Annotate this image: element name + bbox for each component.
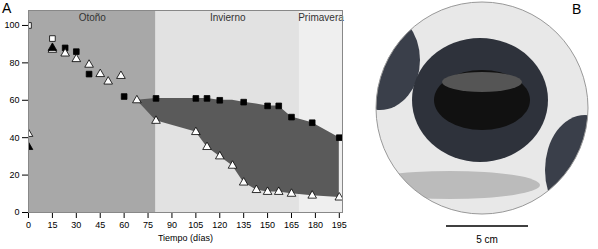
svg-text:40: 40 xyxy=(9,133,19,143)
svg-text:120: 120 xyxy=(212,220,227,230)
svg-text:45: 45 xyxy=(95,220,105,230)
svg-text:Otoño: Otoño xyxy=(79,12,107,23)
svg-text:60: 60 xyxy=(9,95,19,105)
svg-text:75: 75 xyxy=(143,220,153,230)
svg-text:150: 150 xyxy=(260,220,275,230)
svg-text:Primavera: Primavera xyxy=(298,12,344,23)
svg-text:Invierno: Invierno xyxy=(210,12,246,23)
svg-text:80: 80 xyxy=(9,58,19,68)
svg-text:100: 100 xyxy=(4,20,19,30)
svg-text:Tiempo (días): Tiempo (días) xyxy=(158,233,213,243)
svg-text:0: 0 xyxy=(26,220,31,230)
svg-text:15: 15 xyxy=(47,220,57,230)
svg-text:30: 30 xyxy=(71,220,81,230)
svg-text:0: 0 xyxy=(14,207,19,217)
svg-text:180: 180 xyxy=(308,220,323,230)
svg-text:20: 20 xyxy=(9,170,19,180)
svg-text:135: 135 xyxy=(236,220,251,230)
svg-text:B: B xyxy=(572,1,581,17)
svg-text:195: 195 xyxy=(332,220,347,230)
svg-text:165: 165 xyxy=(284,220,299,230)
svg-text:90: 90 xyxy=(167,220,177,230)
svg-text:60: 60 xyxy=(119,220,129,230)
html-text:A: A xyxy=(2,0,12,16)
svg-text:105: 105 xyxy=(188,220,203,230)
svg-text:5 cm: 5 cm xyxy=(476,234,498,245)
